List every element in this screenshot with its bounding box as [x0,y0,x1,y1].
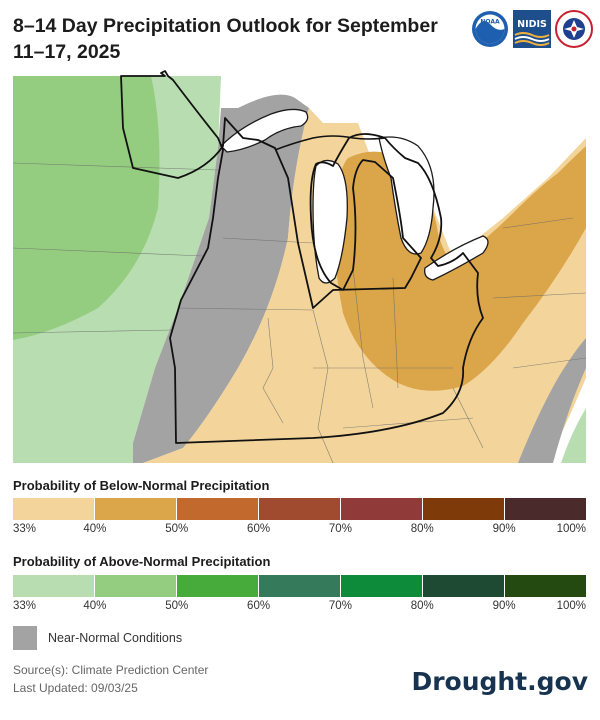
below-swatch-4 [341,498,423,520]
zone-near-normal-east [518,338,586,463]
boundary-lines [13,162,586,463]
above-tick-label: 40% [83,600,107,612]
above-tick-label: 50% [165,600,189,612]
above-swatch-6 [505,575,586,597]
legend-below-ticks: 33% 40% 50% 60% 70% 80% 90% 100% [13,523,586,537]
below-tick-label: 50% [165,523,189,535]
below-tick-label: 100% [556,523,586,535]
above-tick-label: 90% [492,600,516,612]
great-lakes [220,108,489,284]
below-swatch-3 [259,498,341,520]
legend-below-title: Probability of Below-Normal Precipitatio… [13,478,270,493]
below-tick-label: 70% [328,523,352,535]
above-swatch-3 [259,575,341,597]
last-updated-text: Last Updated: 09/03/25 [13,681,138,695]
above-swatch-2 [177,575,259,597]
above-tick-label: 70% [328,600,352,612]
lake-michigan [312,159,348,284]
above-swatch-5 [423,575,505,597]
zone-above-33-40-east [561,408,586,463]
above-tick-label: 33% [13,600,37,612]
legend-above-scale [13,575,586,597]
zone-near-normal [133,94,309,463]
page-title: 8–14 Day Precipitation Outlook for Septe… [13,15,438,63]
above-swatch-0 [13,575,95,597]
below-swatch-1 [95,498,177,520]
near-normal-label: Near-Normal Conditions [48,631,183,645]
precipitation-outlook-map [13,68,586,463]
zone-above-40-50 [13,76,160,340]
below-tick-label: 33% [13,523,37,535]
lake-superior [220,108,309,153]
nws-logo-icon [555,10,593,48]
below-tick-label: 80% [410,523,434,535]
nidis-logo-text: NIDIS [517,19,547,30]
upper-peninsula-outline [274,135,386,151]
below-swatch-5 [423,498,505,520]
legend-below-scale [13,498,586,520]
above-tick-label: 100% [556,600,586,612]
above-tick-label: 60% [247,600,271,612]
above-swatch-1 [95,575,177,597]
source-text: Source(s): Climate Prediction Center [13,663,209,677]
near-normal-swatch [13,626,37,650]
above-swatch-4 [341,575,423,597]
below-tick-label: 40% [83,523,107,535]
below-swatch-2 [177,498,259,520]
noaa-logo-icon: NOAA [472,11,508,47]
below-swatch-0 [13,498,95,520]
nidis-logo-icon: NIDIS [513,10,551,48]
below-tick-label: 60% [247,523,271,535]
above-tick-label: 80% [410,600,434,612]
below-tick-label: 90% [492,523,516,535]
below-swatch-6 [505,498,586,520]
legend-above-title: Probability of Above-Normal Precipitatio… [13,554,271,569]
legend-above-ticks: 33% 40% 50% 60% 70% 80% 90% 100% [13,600,586,614]
drought-gov-brand[interactable]: Drought.gov [411,667,588,696]
logo-group: NOAA NIDIS [468,10,593,52]
source-info: Source(s): Climate Prediction Center Las… [13,661,208,697]
noaa-logo-text: NOAA [480,19,500,26]
